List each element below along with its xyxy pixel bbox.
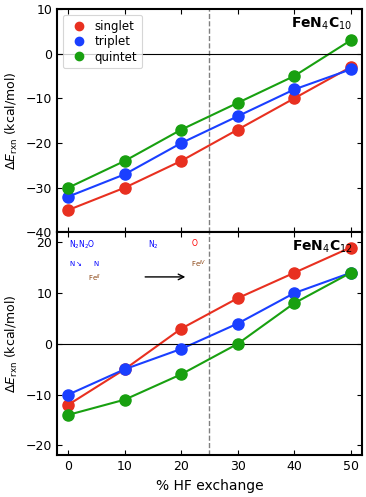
Y-axis label: $\Delta E_\mathrm{rxn}$ (kcal/mol): $\Delta E_\mathrm{rxn}$ (kcal/mol) <box>4 72 20 170</box>
Text: N$\searrow$     N: N$\searrow$ N <box>69 259 101 268</box>
Text: N$_2$: N$_2$ <box>149 239 159 251</box>
Text: O: O <box>191 239 197 248</box>
Legend: singlet, triplet, quintet: singlet, triplet, quintet <box>63 15 142 68</box>
X-axis label: % HF exchange: % HF exchange <box>156 479 263 493</box>
Text: $\mathrm{N_2}$N$_2$O: $\mathrm{N_2}$N$_2$O <box>69 239 96 251</box>
Y-axis label: $\Delta E_\mathrm{rxn}$ (kcal/mol): $\Delta E_\mathrm{rxn}$ (kcal/mol) <box>4 295 20 393</box>
Text: Fe$^{II}$: Fe$^{II}$ <box>87 272 101 284</box>
Text: Fe$^{IV}$: Fe$^{IV}$ <box>191 259 207 270</box>
Text: FeN$_4$C$_{10}$: FeN$_4$C$_{10}$ <box>291 16 353 32</box>
Text: FeN$_4$C$_{12}$: FeN$_4$C$_{12}$ <box>292 239 353 255</box>
